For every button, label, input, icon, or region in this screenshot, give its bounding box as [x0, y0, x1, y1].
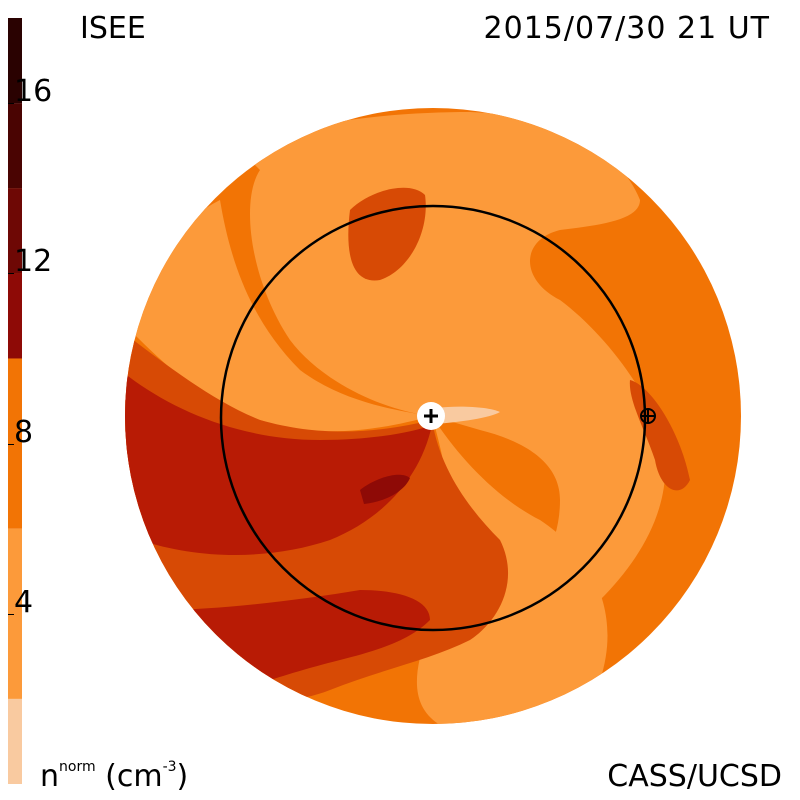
- colorbar-band: [8, 188, 22, 274]
- contour-light-south: [417, 416, 608, 724]
- colorbar-band: [8, 103, 22, 189]
- colorbar-tick-label: 8: [14, 414, 34, 450]
- density-contours: [125, 108, 741, 724]
- colorbar-tick-mark: [8, 443, 14, 445]
- timestamp-label: 2015/07/30 21 UT: [483, 11, 770, 46]
- contour-light-north: [240, 112, 666, 644]
- credit-label: CASS/UCSD: [607, 759, 782, 794]
- contour-dark-red-patch: [360, 474, 410, 504]
- earth-orbit: [219, 204, 647, 632]
- colorbar-band: [8, 273, 22, 359]
- colorbar-band: [8, 18, 22, 104]
- colorbar: [8, 18, 22, 784]
- organization-label: ISEE: [80, 11, 146, 46]
- colorbar-tick-label: 16: [14, 74, 53, 110]
- colorbar-tick-label: 4: [14, 584, 34, 620]
- colorbar-tick-mark: [8, 273, 14, 275]
- colorbar-tick-mark: [8, 103, 14, 105]
- contour-orange-red-north: [348, 187, 426, 281]
- contour-light-west: [130, 200, 432, 432]
- colorbar-tick-mark: [8, 613, 14, 615]
- colorbar-band: [8, 358, 22, 529]
- contour-red-west: [125, 370, 432, 555]
- sun-marker: [417, 402, 445, 430]
- earth-marker: [640, 408, 656, 424]
- units-label: nnorm (cm-3): [40, 759, 189, 794]
- colorbar-band: [8, 698, 22, 784]
- colorbar-tick-label: 12: [14, 244, 53, 280]
- colorbar-band: [8, 528, 22, 699]
- contour-pale-core: [436, 406, 500, 424]
